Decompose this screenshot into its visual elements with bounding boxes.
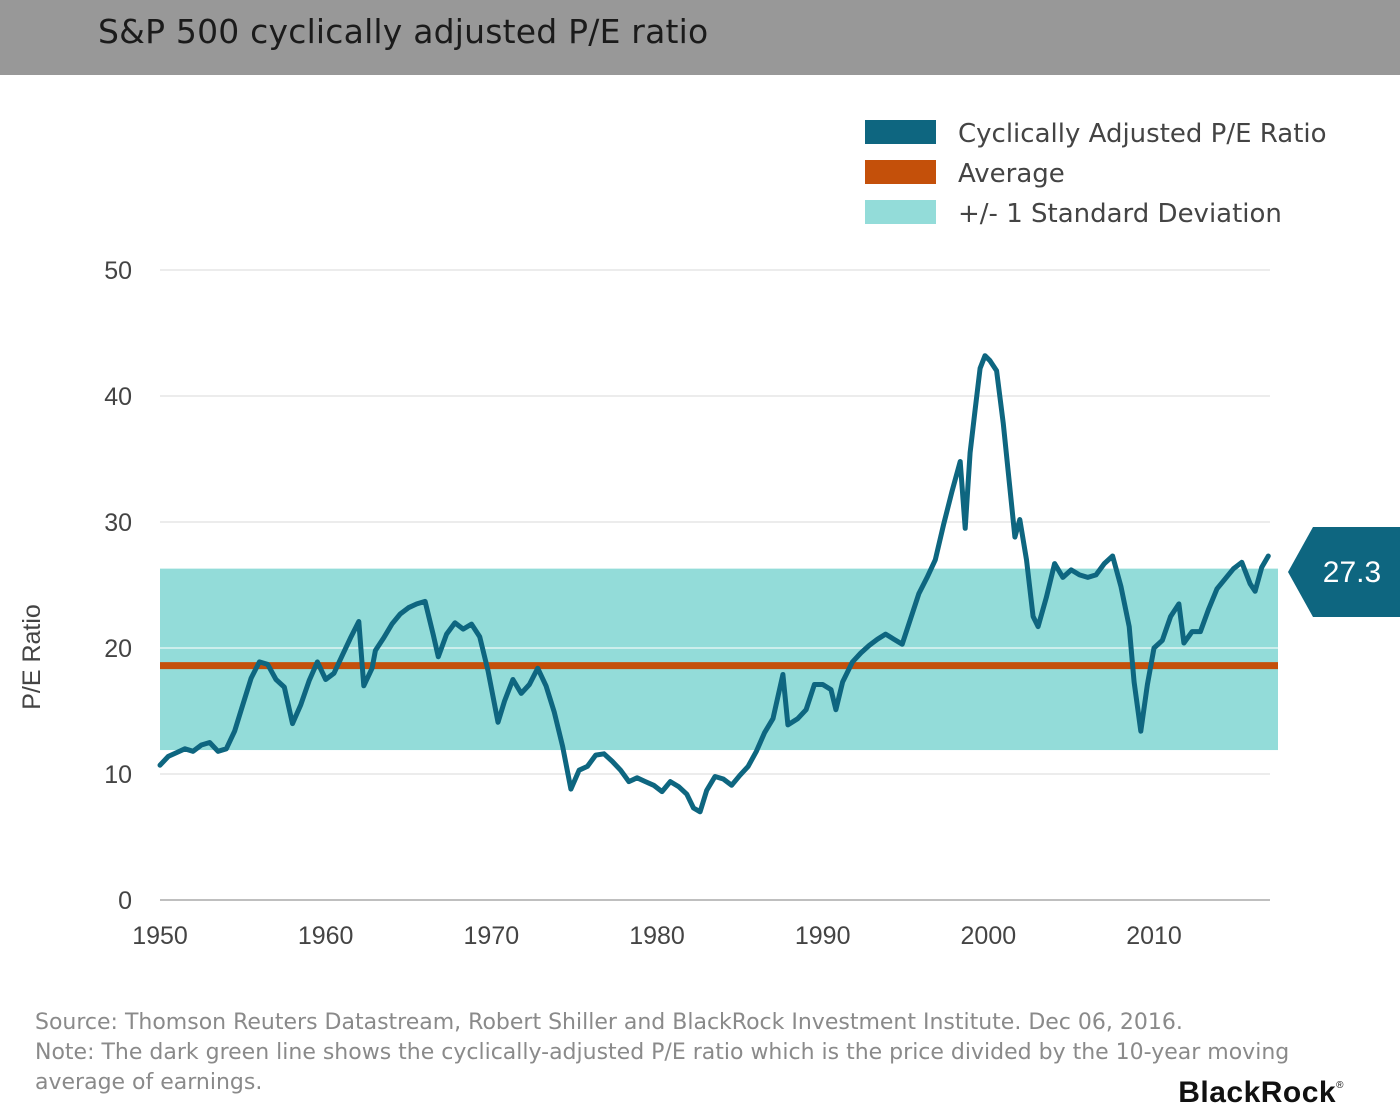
x-tick-label: 1990 bbox=[795, 922, 851, 950]
x-tick-label: 1950 bbox=[132, 922, 188, 950]
x-tick-label: 1980 bbox=[629, 922, 685, 950]
legend-swatch bbox=[865, 160, 936, 184]
cape-series-line bbox=[157, 353, 1271, 815]
chart: 0 10 20 30 40 50 1950 1960 1970 1980 1990 2000 2010 P… bbox=[18, 119, 1400, 950]
explanatory-note: Note: The dark green line shows the cycl… bbox=[35, 1040, 1290, 1095]
x-tick-label: 2010 bbox=[1126, 922, 1182, 950]
y-tick-label: 50 bbox=[104, 257, 132, 285]
source-note: Source: Thomson Reuters Datastream, Robe… bbox=[35, 1010, 1183, 1035]
legend-label: Average bbox=[958, 159, 1065, 189]
latest-value-label: 27.3 bbox=[1323, 556, 1381, 589]
footer-notes: Source: Thomson Reuters Datastream, Robe… bbox=[35, 1008, 1335, 1098]
y-tick-label: 0 bbox=[118, 887, 132, 915]
legend-label: +/- 1 Standard Deviation bbox=[958, 199, 1282, 229]
page-title: S&P 500 cyclically adjusted P/E ratio bbox=[98, 12, 709, 51]
legend-label: Cyclically Adjusted P/E Ratio bbox=[958, 119, 1327, 149]
x-tick-label: 1970 bbox=[464, 922, 520, 950]
std-deviation-band bbox=[160, 568, 1278, 751]
x-tick-label: 1960 bbox=[298, 922, 354, 950]
blackrock-logo: BlackRock® bbox=[1178, 1076, 1344, 1109]
title-bar: S&P 500 cyclically adjusted P/E ratio bbox=[0, 0, 1400, 75]
x-tick-label: 2000 bbox=[961, 922, 1017, 950]
latest-value-callout bbox=[1288, 527, 1400, 618]
y-tick-label: 30 bbox=[104, 509, 132, 537]
y-tick-label: 20 bbox=[104, 635, 132, 663]
y-tick-label: 40 bbox=[104, 383, 132, 411]
y-tick-label: 10 bbox=[104, 761, 132, 789]
y-axis-label: P/E Ratio bbox=[18, 604, 46, 710]
legend-swatch bbox=[865, 120, 936, 144]
legend-swatch bbox=[865, 200, 936, 224]
